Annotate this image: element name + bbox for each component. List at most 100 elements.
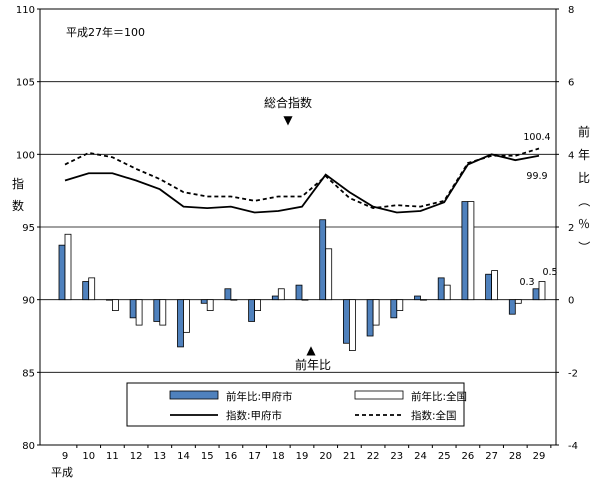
x-tick-label: 28	[509, 451, 522, 462]
data-label: 99.9	[526, 171, 547, 182]
bar-national	[467, 201, 475, 301]
bar-kofu	[82, 281, 90, 301]
data-label: 0.5	[542, 267, 557, 278]
bar-kofu	[106, 299, 113, 301]
bar-national	[514, 299, 522, 304]
line-index-kofu	[64, 153, 540, 214]
x-tick-label: 27	[485, 451, 498, 462]
index-arrow: ▼	[283, 113, 293, 127]
x-tick-label: 23	[390, 451, 403, 462]
bar-kofu	[319, 219, 327, 301]
y-right-axis-label-char: ％	[578, 217, 590, 231]
bar-national	[277, 288, 285, 301]
y-left-tick-label: 95	[22, 223, 35, 234]
y-right-tick-label: -4	[568, 441, 578, 452]
x-tick-label: 10	[82, 451, 95, 462]
bar-kofu	[224, 288, 232, 301]
legend-swatch-kofu-bar	[169, 390, 219, 400]
x-tick-label: 25	[438, 451, 451, 462]
y-right-tick-label: 8	[568, 5, 574, 16]
line-index-national	[64, 147, 540, 210]
y-right-tick-label: 4	[568, 150, 574, 161]
x-tick-label: 29	[533, 451, 546, 462]
y-left-axis-label-char: 指	[12, 176, 24, 191]
y-left-tick-label: 90	[22, 296, 35, 307]
bar-kofu	[414, 295, 421, 301]
y-right-tick-label: -2	[568, 368, 578, 379]
y-right-axis-label-char: 年	[578, 148, 590, 162]
bar-national	[64, 233, 72, 301]
x-tick-label: 12	[130, 451, 143, 462]
y-left-tick-label: 110	[16, 5, 35, 16]
bar-national	[254, 299, 262, 311]
y-right-tick-label: 2	[568, 223, 574, 234]
bar-national	[135, 299, 143, 326]
x-tick-label: 11	[106, 451, 119, 462]
x-tick-label: 20	[319, 451, 332, 462]
legend-label: 指数:全国	[411, 409, 457, 422]
bar-kofu	[58, 244, 66, 301]
base-year-label: 平成27年＝100	[66, 25, 145, 39]
x-tick-label: 18	[272, 451, 285, 462]
x-tick-label: 14	[177, 451, 190, 462]
bar-kofu	[532, 288, 540, 301]
bar-national	[396, 299, 404, 311]
bar-kofu	[129, 299, 137, 319]
y-left-tick-label: 85	[22, 368, 35, 379]
y-right-axis-label-char: ）	[577, 241, 591, 253]
bar-kofu	[295, 284, 303, 301]
yoy-annotation: 前年比	[295, 357, 331, 372]
data-label: 0.3	[519, 277, 534, 288]
bar-national	[206, 299, 214, 311]
x-tick-label: 22	[367, 451, 380, 462]
bar-kofu	[390, 299, 398, 319]
x-axis-label: 平成	[51, 466, 73, 479]
x-tick-label: 24	[414, 451, 427, 462]
legend-label: 前年比:全国	[411, 390, 467, 403]
yoy-arrow: ▲	[306, 343, 316, 357]
y-right-axis-label-char: 前	[578, 124, 590, 139]
bar-kofu	[485, 273, 493, 301]
index-annotation: 総合指数	[264, 95, 312, 110]
y-left-axis-label-char: 数	[12, 198, 24, 213]
legend-label: 指数:甲府市	[226, 409, 282, 422]
y-right-axis-label-char: （	[577, 195, 591, 207]
bar-national	[325, 248, 333, 301]
bar-kofu	[461, 201, 469, 301]
y-right-tick-label: 6	[568, 78, 574, 89]
bar-national	[159, 299, 167, 326]
bar-national	[88, 277, 96, 301]
bar-kofu	[508, 299, 516, 315]
data-label: 100.4	[523, 132, 550, 143]
x-tick-label: 16	[225, 451, 238, 462]
x-tick-label: 21	[343, 451, 356, 462]
bar-national	[443, 284, 451, 301]
bar-national	[491, 270, 499, 301]
legend-box	[126, 382, 465, 427]
bar-national	[112, 299, 119, 311]
y-left-tick-label: 80	[22, 441, 35, 452]
y-left-tick-label: 100	[16, 150, 35, 161]
bar-national	[372, 299, 380, 326]
legend-swatch-national-bar	[354, 390, 404, 400]
y-left-tick-label: 105	[16, 78, 35, 89]
bar-kofu	[200, 299, 208, 304]
bar-national	[420, 299, 427, 301]
bar-national	[348, 299, 356, 351]
x-tick-label: 9	[62, 451, 68, 462]
bar-national	[538, 281, 546, 301]
bar-kofu	[153, 299, 161, 322]
bar-kofu	[271, 295, 279, 301]
bar-kofu	[366, 299, 374, 337]
bar-kofu	[342, 299, 350, 344]
bar-national	[301, 299, 309, 301]
bar-kofu	[437, 277, 445, 301]
x-tick-label: 17	[248, 451, 261, 462]
y-right-tick-label: 0	[568, 296, 574, 307]
x-tick-label: 15	[201, 451, 214, 462]
legend-label: 前年比:甲府市	[226, 390, 293, 403]
bar-kofu	[248, 299, 256, 322]
bar-national	[183, 299, 190, 333]
